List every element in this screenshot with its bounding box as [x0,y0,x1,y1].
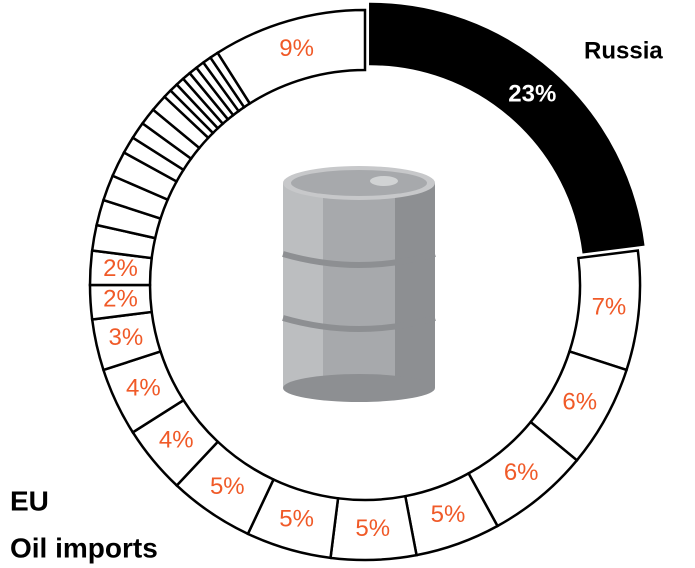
value-label: 5% [355,515,390,542]
chart-title: Oil imports [10,532,158,563]
category-label: Russia [584,37,663,64]
value-label: 5% [431,501,466,528]
value-label: 23% [508,81,556,108]
value-label: 3% [109,324,144,351]
value-label: 9% [279,35,314,62]
chart-title: EU [10,485,49,516]
value-label: 5% [279,506,314,533]
value-label: 2% [103,255,138,282]
page: Russia EU Oil imports 23% 7% 6% 6% 5% 5% 5% 5% 4… [0,0,695,568]
value-label: 2% [103,286,138,313]
value-label: 7% [592,293,627,320]
value-label: 6% [504,459,539,486]
value-label: 5% [210,473,245,500]
value-label: 4% [126,375,161,402]
value-label: 4% [159,427,194,454]
chart: Russia EU Oil imports 23% 7% 6% 6% 5% 5% 5% 5% 4… [0,0,695,568]
value-label: 6% [562,388,597,415]
oil-barrel [283,166,435,402]
